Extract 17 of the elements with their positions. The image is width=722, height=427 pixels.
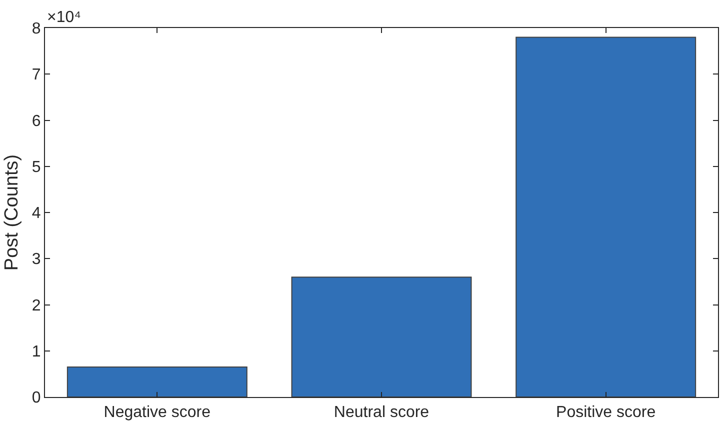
y-tick-label: 2 [32, 297, 41, 314]
y-axis-title: Post (Counts) [2, 154, 23, 271]
bar [516, 36, 696, 397]
text: ×10⁴ [47, 9, 82, 26]
y-tick-label: 1 [32, 343, 41, 360]
bar [66, 366, 248, 397]
y-tick-label: 0 [32, 390, 41, 407]
y-tick-label: 7 [32, 66, 41, 84]
bar [291, 276, 472, 397]
x-tick-label: Neutral score [334, 404, 430, 422]
x-tick-label: Negative score [104, 404, 211, 422]
y-tick-label: 4 [32, 205, 41, 222]
x-tick-label: Positive score [556, 404, 656, 422]
y-tick-label: 6 [32, 112, 41, 130]
y-tick-label: 8 [32, 20, 41, 38]
y-tick-label: 5 [32, 158, 41, 176]
y-tick-label: 3 [32, 251, 41, 268]
